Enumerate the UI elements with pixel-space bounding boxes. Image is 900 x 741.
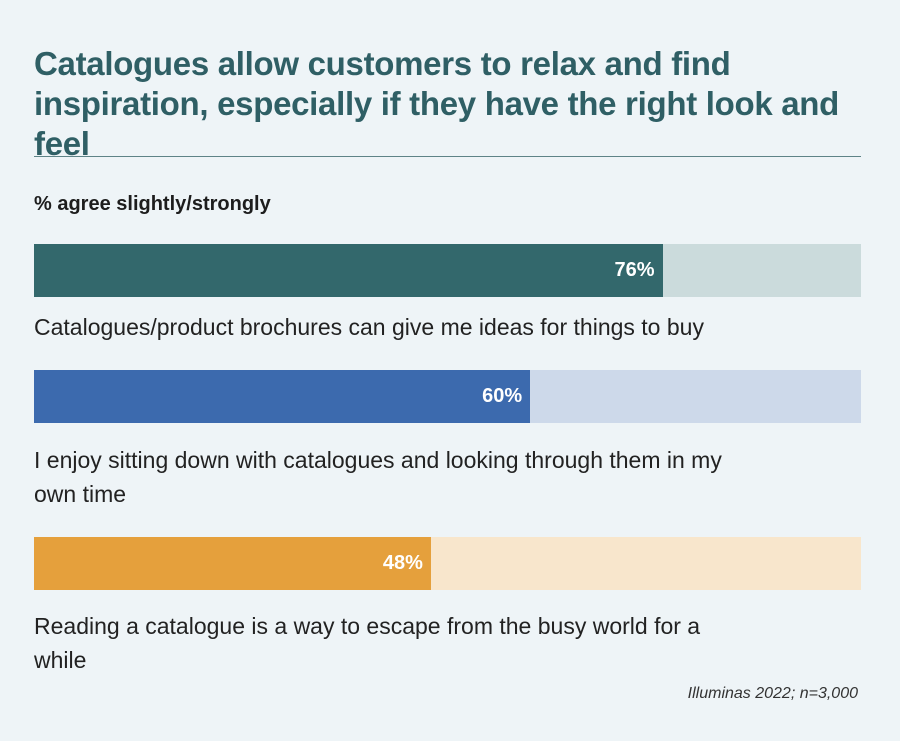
- bar-2: 60%: [34, 370, 531, 423]
- bar-3: 48%: [34, 537, 431, 590]
- chart-title: Catalogues allow customers to relax and …: [34, 45, 840, 162]
- category-label-2: I enjoy sitting down with catalogues and…: [34, 447, 722, 507]
- bar-track-1: 76%: [34, 244, 861, 297]
- bar-track-3: 48%: [34, 537, 861, 590]
- bar-value-label-1: 76%: [614, 259, 655, 281]
- source-note: Illuminas 2022; n=3,000: [687, 685, 858, 702]
- category-label-1: Catalogues/product brochures can give me…: [34, 314, 704, 340]
- chart-subtitle: % agree slightly/strongly: [34, 193, 271, 215]
- bar-track-2: 60%: [34, 370, 861, 423]
- title-divider: [34, 156, 861, 157]
- bar-value-label-3: 48%: [382, 552, 423, 574]
- category-label-3: Reading a catalogue is a way to escape f…: [34, 613, 701, 673]
- bar-value-label-2: 60%: [482, 385, 523, 407]
- bar-1: 76%: [34, 244, 663, 297]
